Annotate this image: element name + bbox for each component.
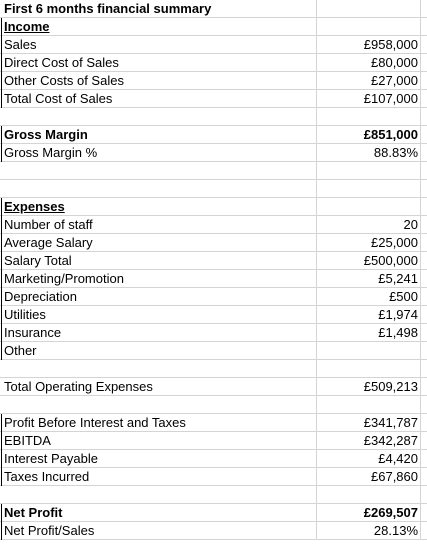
table-row: First 6 months financial summary	[0, 0, 427, 18]
avg-salary-value[interactable]: £25,000	[317, 234, 421, 251]
table-row: Other Costs of Sales £27,000	[0, 72, 427, 90]
table-row: Other	[0, 342, 427, 360]
table-row	[0, 180, 427, 198]
staff-label[interactable]: Number of staff	[0, 216, 317, 233]
other-costs-value[interactable]: £27,000	[317, 72, 421, 89]
left-border	[1, 18, 2, 108]
other-label[interactable]: Other	[0, 342, 317, 359]
gross-margin-value[interactable]: £851,000	[317, 126, 421, 143]
insurance-value[interactable]: £1,498	[317, 324, 421, 341]
marketing-value[interactable]: £5,241	[317, 270, 421, 287]
table-row	[0, 360, 427, 378]
insurance-label[interactable]: Insurance	[0, 324, 317, 341]
table-row: Gross Margin % 88.83%	[0, 144, 427, 162]
pbit-value[interactable]: £341,787	[317, 414, 421, 431]
other-costs-label[interactable]: Other Costs of Sales	[0, 72, 317, 89]
taxes-label[interactable]: Taxes Incurred	[0, 468, 317, 485]
total-opex-label[interactable]: Total Operating Expenses	[0, 378, 317, 395]
total-cost-label[interactable]: Total Cost of Sales	[0, 90, 317, 107]
utilities-label[interactable]: Utilities	[0, 306, 317, 323]
table-row: Interest Payable £4,420	[0, 450, 427, 468]
salary-total-label[interactable]: Salary Total	[0, 252, 317, 269]
table-row: Gross Margin £851,000	[0, 126, 427, 144]
table-row: Depreciation £500	[0, 288, 427, 306]
left-border	[1, 126, 2, 162]
empty-cell[interactable]	[0, 108, 317, 125]
taxes-value[interactable]: £67,860	[317, 468, 421, 485]
gross-margin-pct-label[interactable]: Gross Margin %	[0, 144, 317, 161]
net-profit-label[interactable]: Net Profit	[0, 504, 317, 521]
table-row: Marketing/Promotion £5,241	[0, 270, 427, 288]
empty-cell[interactable]	[317, 360, 421, 377]
utilities-value[interactable]: £1,974	[317, 306, 421, 323]
empty-cell[interactable]	[317, 162, 421, 179]
table-row: Sales £958,000	[0, 36, 427, 54]
table-row: Net Profit £269,507	[0, 504, 427, 522]
empty-cell[interactable]	[317, 396, 421, 413]
empty-cell[interactable]	[0, 180, 317, 197]
gross-margin-pct-value[interactable]: 88.83%	[317, 144, 421, 161]
total-opex-value[interactable]: £509,213	[317, 378, 421, 395]
interest-label[interactable]: Interest Payable	[0, 450, 317, 467]
table-row	[0, 108, 427, 126]
empty-cell[interactable]	[317, 108, 421, 125]
direct-cost-value[interactable]: £80,000	[317, 54, 421, 71]
table-row: Average Salary £25,000	[0, 234, 427, 252]
empty-cell[interactable]	[0, 396, 317, 413]
table-row: Taxes Incurred £67,860	[0, 468, 427, 486]
avg-salary-label[interactable]: Average Salary	[0, 234, 317, 251]
interest-value[interactable]: £4,420	[317, 450, 421, 467]
sales-value[interactable]: £958,000	[317, 36, 421, 53]
gross-margin-label[interactable]: Gross Margin	[0, 126, 317, 143]
table-row: Number of staff 20	[0, 216, 427, 234]
left-border	[1, 198, 2, 360]
net-profit-sales-value[interactable]: 28.13%	[317, 522, 421, 539]
direct-cost-label[interactable]: Direct Cost of Sales	[0, 54, 317, 71]
table-row: Income	[0, 18, 427, 36]
empty-cell[interactable]	[0, 162, 317, 179]
empty-cell[interactable]	[0, 360, 317, 377]
table-row: Expenses	[0, 198, 427, 216]
empty-cell[interactable]	[317, 486, 421, 503]
other-value[interactable]	[317, 342, 421, 359]
table-row: Total Cost of Sales £107,000	[0, 90, 427, 108]
table-row: Profit Before Interest and Taxes £341,78…	[0, 414, 427, 432]
depreciation-label[interactable]: Depreciation	[0, 288, 317, 305]
empty-cell[interactable]	[317, 180, 421, 197]
marketing-label[interactable]: Marketing/Promotion	[0, 270, 317, 287]
depreciation-value[interactable]: £500	[317, 288, 421, 305]
empty-cell[interactable]	[317, 0, 421, 17]
empty-cell[interactable]	[0, 486, 317, 503]
pbit-label[interactable]: Profit Before Interest and Taxes	[0, 414, 317, 431]
total-cost-value[interactable]: £107,000	[317, 90, 421, 107]
table-row: Insurance £1,498	[0, 324, 427, 342]
table-row: Net Profit/Sales 28.13%	[0, 522, 427, 540]
table-row: Salary Total £500,000	[0, 252, 427, 270]
income-header[interactable]: Income	[0, 18, 317, 35]
table-row: Direct Cost of Sales £80,000	[0, 54, 427, 72]
net-profit-sales-label[interactable]: Net Profit/Sales	[0, 522, 317, 539]
staff-value[interactable]: 20	[317, 216, 421, 233]
empty-cell[interactable]	[317, 198, 421, 215]
table-row	[0, 162, 427, 180]
table-row	[0, 486, 427, 504]
salary-total-value[interactable]: £500,000	[317, 252, 421, 269]
net-profit-value[interactable]: £269,507	[317, 504, 421, 521]
empty-cell[interactable]	[317, 18, 421, 35]
ebitda-value[interactable]: £342,287	[317, 432, 421, 449]
expenses-header[interactable]: Expenses	[0, 198, 317, 215]
table-row: EBITDA £342,287	[0, 432, 427, 450]
left-border	[1, 504, 2, 540]
table-row	[0, 396, 427, 414]
sheet-title[interactable]: First 6 months financial summary	[0, 0, 317, 17]
ebitda-label[interactable]: EBITDA	[0, 432, 317, 449]
left-border	[1, 414, 2, 486]
table-row: Total Operating Expenses £509,213	[0, 378, 427, 396]
table-row: Utilities £1,974	[0, 306, 427, 324]
sales-label[interactable]: Sales	[0, 36, 317, 53]
